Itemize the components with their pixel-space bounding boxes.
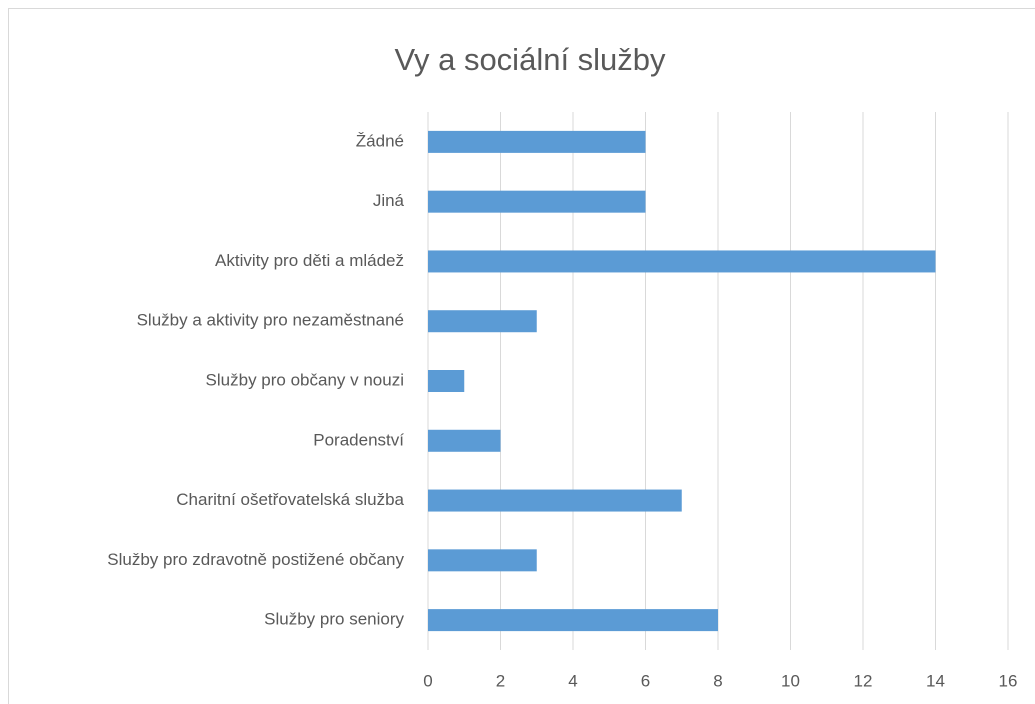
- x-tick-label: 0: [423, 671, 432, 690]
- x-tick-label: 6: [641, 671, 650, 690]
- y-tick-label: Jiná: [373, 191, 405, 210]
- bar: [428, 190, 646, 213]
- x-tick-label: 12: [854, 671, 873, 690]
- bar: [428, 549, 537, 572]
- y-tick-label: Poradenství: [313, 430, 404, 449]
- bar: [428, 310, 537, 333]
- y-tick-label: Služby a aktivity pro nezaměstnané: [137, 311, 404, 330]
- y-tick-label: Služby pro zdravotně postižené občany: [107, 550, 404, 569]
- y-tick-label: Žádné: [356, 131, 404, 150]
- x-tick-label: 4: [568, 671, 577, 690]
- bar: [428, 370, 465, 392]
- x-tick-label: 2: [496, 671, 505, 690]
- bar: [428, 609, 718, 632]
- y-tick-label: Služby pro občany v nouzi: [206, 370, 404, 389]
- bar: [428, 250, 936, 273]
- bar: [428, 489, 682, 512]
- y-tick-label: Charitní ošetřovatelská služba: [176, 490, 404, 509]
- y-tick-label: Aktivity pro děti a mládež: [215, 251, 404, 270]
- x-tick-label: 14: [926, 671, 945, 690]
- x-tick-label: 10: [781, 671, 800, 690]
- x-tick-label: 16: [999, 671, 1018, 690]
- bar: [428, 130, 646, 153]
- y-tick-label: Služby pro seniory: [264, 610, 404, 629]
- chart-title: Vy a sociální služby: [394, 42, 666, 77]
- bar: [428, 429, 501, 452]
- x-tick-label: 8: [713, 671, 722, 690]
- chart-border: [8, 8, 1035, 704]
